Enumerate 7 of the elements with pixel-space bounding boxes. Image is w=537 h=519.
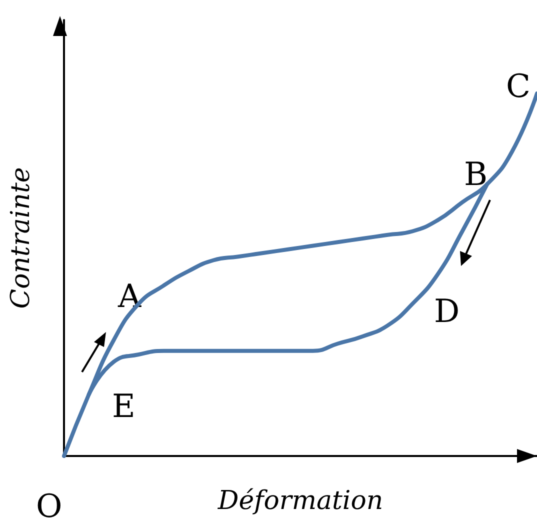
text: O [36,487,62,519]
annotation: D [434,292,460,330]
annotation: E [112,387,136,425]
annotation: C [506,67,530,105]
annotation: B [464,155,488,193]
x-axis-title: Déformation [216,486,384,516]
y-axis-title: Contrainte [6,167,36,309]
